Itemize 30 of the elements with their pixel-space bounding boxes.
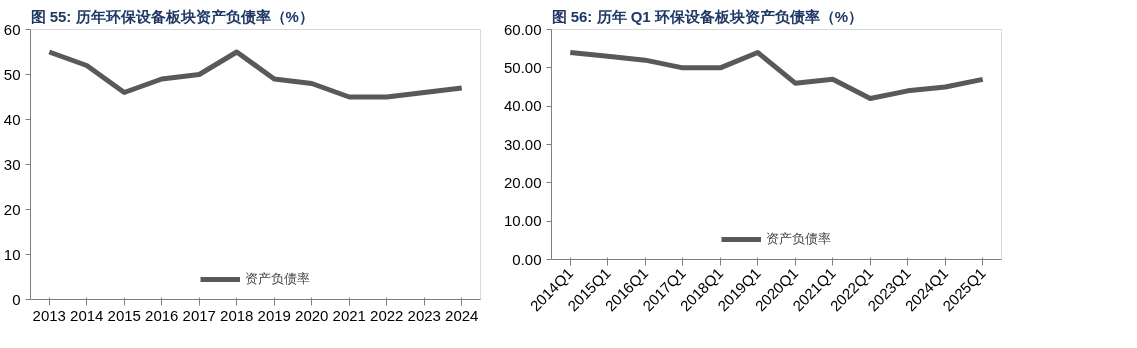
y-tick-label: 40 — [3, 110, 21, 128]
x-tick-label: 2018 — [220, 306, 254, 324]
x-tick-label: 2016 — [145, 306, 179, 324]
y-tick-label: 40.00 — [503, 97, 542, 115]
y-tick-label: 50 — [3, 65, 21, 83]
y-tick-label: 0.00 — [512, 250, 542, 268]
x-tick-label: 2017 — [182, 306, 216, 324]
y-tick-label: 20.00 — [503, 173, 542, 191]
legend-label: 资产负债率 — [245, 270, 310, 288]
chart-title: 图 55: 历年环保设备板块资产负债率（%） — [30, 7, 314, 25]
legend-label: 资产负债率 — [766, 230, 831, 248]
x-tick-label: 2019 — [257, 306, 291, 324]
y-tick-label: 0 — [12, 290, 21, 308]
x-tick-label: 2020 — [295, 306, 329, 324]
x-tick-label: 2015 — [107, 306, 141, 324]
y-tick-label: 10 — [3, 245, 21, 263]
x-tick-label: 2021 — [332, 306, 366, 324]
y-tick-label: 50.00 — [503, 58, 542, 76]
x-tick-label: 2024 — [445, 306, 479, 324]
y-tick-label: 30.00 — [503, 135, 542, 153]
x-tick-label: 2014 — [70, 306, 104, 324]
y-tick-label: 20 — [3, 200, 21, 218]
x-tick-label: 2023 — [407, 306, 441, 324]
y-tick-label: 60 — [3, 20, 21, 38]
y-tick-label: 60.00 — [503, 20, 542, 38]
x-tick-label: 2013 — [32, 306, 66, 324]
chart-title: 图 56: 历年 Q1 环保设备板块资产负债率（%） — [551, 7, 864, 25]
x-tick-label: 2022 — [370, 306, 404, 324]
y-tick-label: 10.00 — [503, 212, 542, 230]
y-tick-label: 30 — [3, 155, 21, 173]
